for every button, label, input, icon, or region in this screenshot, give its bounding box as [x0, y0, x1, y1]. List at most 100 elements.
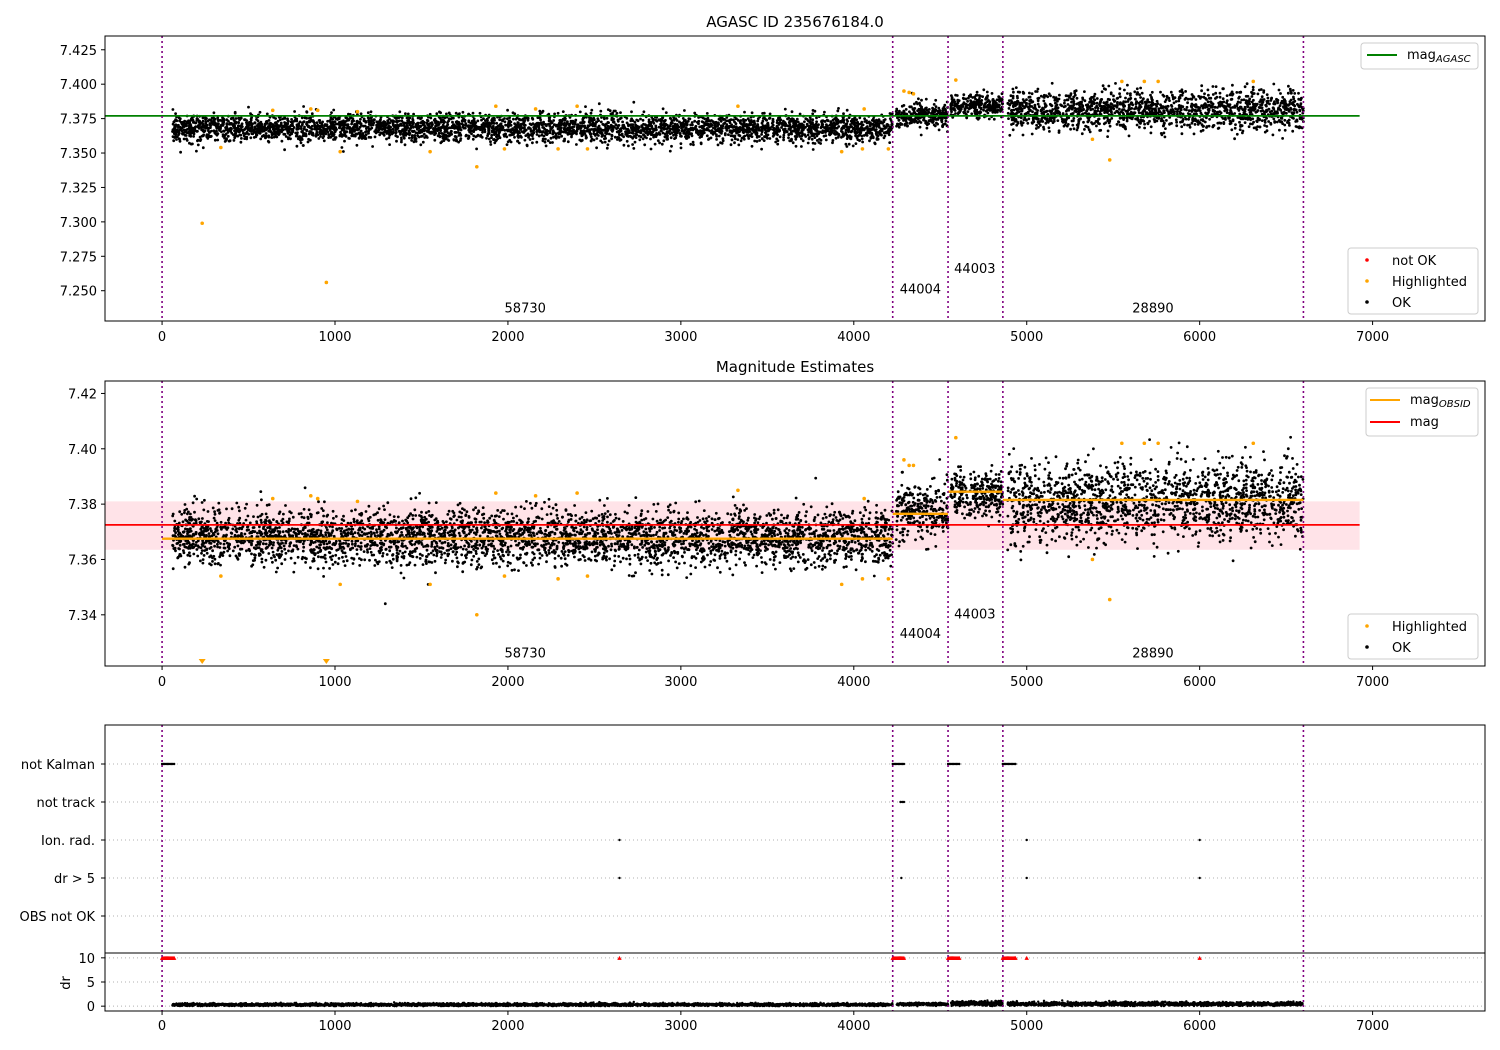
agasc-ok-point	[495, 133, 499, 137]
agasc-ok-point	[513, 122, 516, 125]
agasc-ok-point	[599, 120, 603, 124]
agasc-ok-point	[625, 127, 628, 131]
agasc-ok-point	[199, 125, 203, 129]
agasc-ok-point	[751, 125, 755, 129]
agasc-ok-point	[1138, 125, 1141, 129]
agasc-ok-point	[991, 110, 995, 114]
agasc-ok-point	[643, 143, 647, 147]
agasc-ok-point	[193, 126, 197, 130]
agasc-ok-point	[847, 116, 851, 119]
agasc-ok-point	[604, 137, 607, 140]
agasc-ok-point	[540, 123, 544, 127]
agasc-ok-point	[589, 132, 593, 136]
agasc-ok-point	[240, 126, 243, 129]
agasc-ok-point	[962, 110, 966, 114]
agasc-ok-point	[675, 131, 679, 135]
agasc-ok-point	[212, 117, 216, 121]
agasc-ok-point	[324, 129, 328, 133]
agasc-ok-point	[399, 132, 402, 136]
agasc-ok-point	[625, 139, 629, 143]
agasc-ok-point	[833, 133, 837, 136]
agasc-ok-point	[938, 110, 942, 114]
agasc-ok-point	[985, 96, 989, 100]
agasc-ok-point	[831, 139, 835, 142]
agasc-ok-point	[595, 120, 599, 124]
agasc-ok-point	[984, 105, 988, 109]
agasc-ok-point	[679, 146, 683, 150]
agasc-ok-point	[279, 121, 283, 125]
agasc-ok-point	[338, 125, 342, 129]
agasc-ok-point	[358, 133, 362, 136]
agasc-ok-point	[658, 141, 661, 145]
agasc-ok-point	[545, 133, 549, 137]
agasc-ok-point	[338, 120, 341, 124]
agasc-ok-point	[538, 112, 542, 116]
agasc-ok-point	[979, 106, 983, 110]
agasc-ok-point	[196, 125, 200, 129]
agasc-ok-point	[557, 136, 561, 139]
agasc-ok-point	[548, 124, 552, 128]
agasc-ok-point	[447, 139, 451, 142]
agasc-ok-point	[274, 117, 277, 120]
agasc-ok-point	[861, 140, 864, 144]
agasc-ok-point	[1299, 102, 1303, 106]
agasc-ok-point	[610, 116, 614, 120]
agasc-ok-point	[622, 143, 626, 147]
agasc-ok-point	[486, 134, 489, 138]
agasc-ok-point	[298, 120, 302, 124]
agasc-ok-point	[766, 126, 770, 130]
agasc-ok-point	[283, 148, 286, 152]
agasc-ok-point	[419, 143, 423, 147]
agasc-ok-point	[927, 111, 930, 115]
agasc-ok-point	[722, 118, 726, 121]
agasc-ok-point	[658, 132, 662, 136]
agasc-ok-point	[858, 139, 861, 142]
agasc-ok-point	[442, 136, 446, 140]
agasc-ok-point	[778, 119, 782, 122]
agasc-ok-point	[213, 131, 217, 135]
agasc-ok-point	[373, 135, 377, 139]
agasc-ok-point	[787, 136, 790, 140]
agasc-ok-point	[649, 147, 653, 151]
agasc-ok-point	[727, 133, 730, 137]
agasc-ok-point	[315, 128, 318, 132]
agasc-ok-point	[293, 110, 296, 113]
agasc-ok-point	[476, 134, 479, 138]
agasc-ok-point	[970, 112, 974, 116]
agasc-ok-point	[865, 134, 869, 137]
agasc-ok-point	[627, 123, 631, 127]
agasc-ok-point	[363, 137, 367, 140]
agasc-ok-point	[734, 129, 738, 133]
agasc-ok-point	[823, 110, 826, 114]
agasc-ok-point	[185, 139, 189, 142]
agasc-ok-point	[404, 133, 408, 137]
agasc-ok-point	[277, 133, 280, 137]
agasc-ok-point	[847, 142, 851, 146]
agasc-ok-point	[404, 112, 407, 116]
agasc-ok-point	[569, 119, 573, 123]
agasc-ok-point	[395, 116, 399, 120]
agasc-ok-point	[950, 110, 953, 114]
agasc-ok-point	[783, 121, 787, 124]
agasc-ok-point	[519, 118, 523, 122]
agasc-ok-point	[957, 111, 960, 114]
agasc-ok-point	[661, 107, 665, 111]
agasc-ok-point	[557, 131, 560, 135]
agasc-ok-point	[787, 127, 791, 131]
agasc-ok-point	[917, 97, 920, 101]
agasc-ok-point	[944, 119, 948, 123]
agasc-ok-point	[1187, 117, 1190, 121]
agasc-ok-point	[480, 135, 484, 139]
agasc-ok-point	[487, 131, 491, 135]
agasc-ok-point	[1183, 108, 1186, 111]
agasc-ok-point	[485, 136, 488, 140]
agasc-ok-point	[663, 135, 667, 139]
agasc-ok-point	[538, 109, 542, 113]
agasc-ok-point	[995, 101, 998, 105]
agasc-ok-point	[874, 123, 877, 127]
agasc-ok-point	[771, 128, 775, 131]
agasc-ok-point	[911, 107, 915, 111]
agasc-ok-point	[333, 137, 337, 141]
agasc-ok-point	[492, 127, 496, 131]
